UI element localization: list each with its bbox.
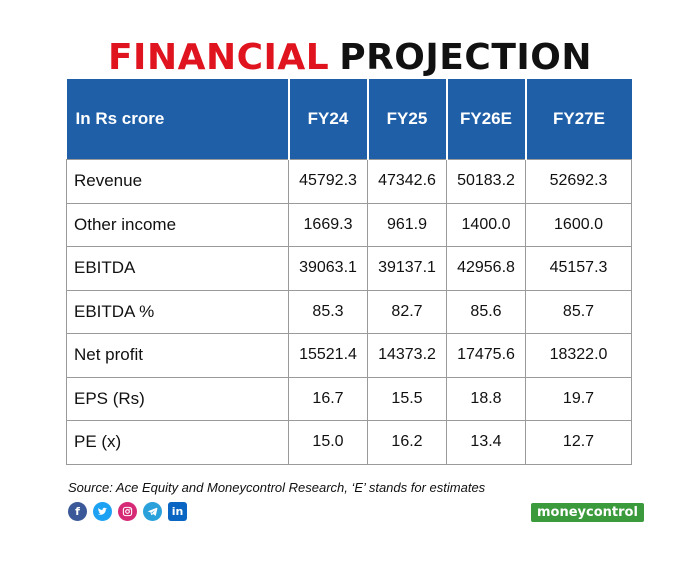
cell: 16.7: [288, 376, 368, 421]
header-fy25: FY25: [366, 79, 447, 160]
title-word-financial: FINANCIAL: [107, 37, 330, 78]
twitter-icon[interactable]: [93, 502, 112, 521]
cell: 52692.3: [525, 159, 632, 204]
page-title: FINANCIAL PROJECTION: [0, 36, 700, 80]
instagram-icon[interactable]: [118, 502, 137, 521]
header-fy26e: FY26E: [445, 79, 526, 160]
cell: 15.0: [288, 420, 368, 465]
cell: 14373.2: [367, 333, 447, 378]
row-label: EPS (Rs): [66, 376, 289, 421]
header-fy27e: FY27E: [524, 79, 632, 160]
cell: 961.9: [367, 202, 447, 247]
financial-projection-table: In Rs crore FY24 FY25 FY26E FY27E Revenu…: [66, 79, 632, 465]
cell: 45792.3: [288, 159, 368, 204]
telegram-icon[interactable]: [143, 502, 162, 521]
cell: 39137.1: [367, 246, 447, 291]
table-row: EBITDA % 85.3 82.7 85.6 85.7: [66, 289, 632, 334]
cell: 39063.1: [288, 246, 368, 291]
linkedin-icon[interactable]: in: [168, 502, 187, 521]
row-label: Other income: [66, 202, 289, 247]
cell: 15.5: [367, 376, 447, 421]
cell: 18322.0: [525, 333, 632, 378]
header-fy24: FY24: [287, 79, 368, 160]
social-icons: f in: [68, 502, 187, 521]
table-header-row: In Rs crore FY24 FY25 FY26E FY27E: [66, 79, 632, 160]
cell: 85.7: [525, 289, 632, 334]
cell: 1600.0: [525, 202, 632, 247]
header-unit: In Rs crore: [66, 79, 289, 160]
moneycontrol-logo: moneycontrol: [531, 503, 644, 522]
cell: 42956.8: [446, 246, 526, 291]
table-row: Net profit 15521.4 14373.2 17475.6 18322…: [66, 333, 632, 378]
row-label: EBITDA %: [66, 289, 289, 334]
source-note: Source: Ace Equity and Moneycontrol Rese…: [68, 480, 486, 495]
cell: 16.2: [367, 420, 447, 465]
title-word-projection: PROJECTION: [339, 37, 593, 78]
table-row: Other income 1669.3 961.9 1400.0 1600.0: [66, 202, 632, 247]
cell: 15521.4: [288, 333, 368, 378]
row-label: Net profit: [66, 333, 289, 378]
cell: 82.7: [367, 289, 447, 334]
cell: 12.7: [525, 420, 632, 465]
cell: 18.8: [446, 376, 526, 421]
cell: 50183.2: [446, 159, 526, 204]
cell: 1400.0: [446, 202, 526, 247]
cell: 13.4: [446, 420, 526, 465]
row-label: Revenue: [66, 159, 289, 204]
cell: 47342.6: [367, 159, 447, 204]
cell: 85.3: [288, 289, 368, 334]
cell: 85.6: [446, 289, 526, 334]
row-label: PE (x): [66, 420, 289, 465]
cell: 1669.3: [288, 202, 368, 247]
table-row: EBITDA 39063.1 39137.1 42956.8 45157.3: [66, 246, 632, 291]
table-row: EPS (Rs) 16.7 15.5 18.8 19.7: [66, 376, 632, 421]
table-row: PE (x) 15.0 16.2 13.4 12.7: [66, 420, 632, 465]
cell: 19.7: [525, 376, 632, 421]
table-row: Revenue 45792.3 47342.6 50183.2 52692.3: [66, 159, 632, 204]
cell: 17475.6: [446, 333, 526, 378]
row-label: EBITDA: [66, 246, 289, 291]
facebook-icon[interactable]: f: [68, 502, 87, 521]
cell: 45157.3: [525, 246, 632, 291]
